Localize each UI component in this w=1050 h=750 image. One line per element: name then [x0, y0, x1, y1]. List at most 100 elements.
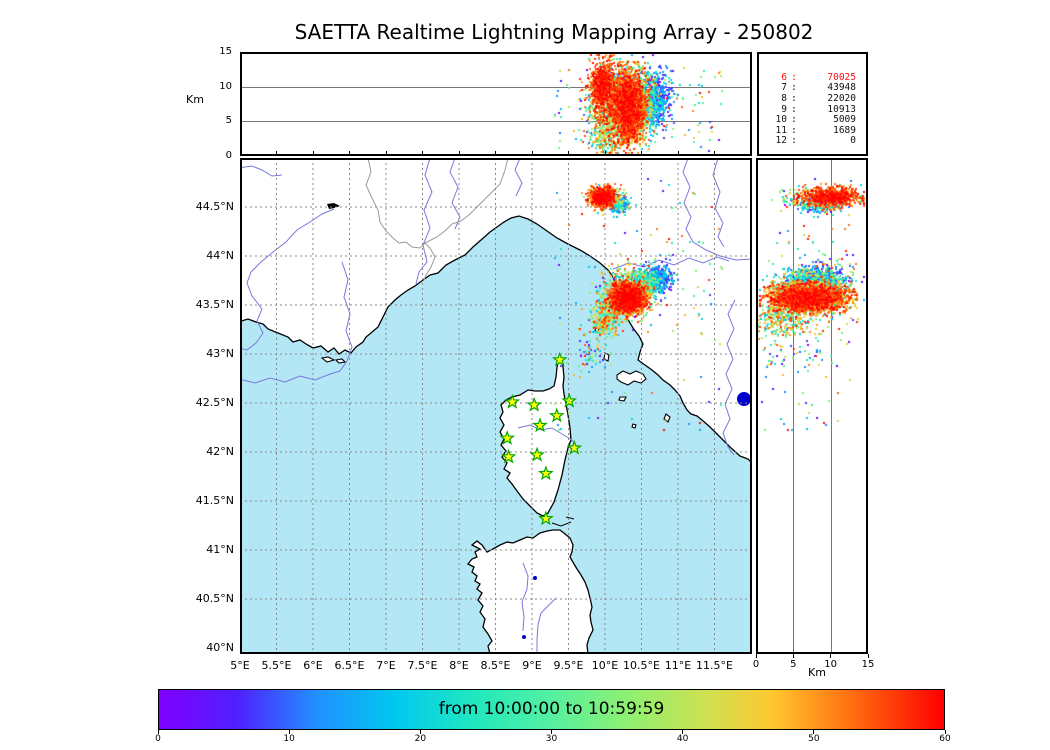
colorbar-tick-label: 20 [414, 734, 427, 744]
top-panel-lon-tickmark [458, 151, 460, 154]
legend-row-min-9-stations: 9: 10913 [759, 104, 866, 115]
colorbar-tick-label: 30 [545, 734, 558, 744]
colorbar-tickmark [288, 730, 290, 734]
station-count-legend: 6: 70025 7: 43948 8: 22020 9: 10913 10: 5009 11: 16… [757, 52, 868, 156]
right-panel-unit-label: Km [808, 666, 826, 679]
map-lon-tick-label: 5°E [230, 659, 250, 672]
colorbar-tickmark [419, 730, 421, 734]
legend-cell: 22020 [827, 92, 856, 104]
colorbar-tickmark [157, 730, 159, 734]
top-panel-lon-tickmark [714, 151, 715, 154]
altitude-longitude-scatter [240, 52, 752, 156]
colorbar-tick-label: 50 [808, 734, 820, 744]
altitude-latitude-scatter [756, 158, 868, 654]
map-lon-tick-label: 11.5°E [696, 659, 733, 672]
top-panel-lon-tickmark [276, 151, 277, 154]
colorbar-tickmark [682, 730, 684, 734]
map-scatter [240, 158, 752, 654]
right-panel-x-tickmark [755, 654, 757, 658]
legend-cell: 1689 [833, 124, 856, 136]
map-lon-tick-label: 7°E [376, 659, 396, 672]
top-panel-lon-tickmark [604, 151, 606, 154]
colorbar-tickmark [551, 730, 552, 734]
map-lat-tick-label: 42.5°N [195, 396, 234, 409]
legend-cell: 6 [781, 71, 787, 83]
right-panel-x-tickmark [792, 654, 794, 658]
map-lat-tick-label: 44°N [206, 249, 234, 262]
top-panel-lon-tickmark [495, 151, 496, 154]
legend-cell: 11 [775, 124, 787, 136]
map-lat-tick-label: 41.5°N [195, 494, 234, 507]
top-panel-y-tick-label: 5 [225, 115, 232, 127]
right-panel-x-tickmark [867, 654, 869, 658]
legend-cell: : [791, 135, 797, 147]
top-panel-y-tick-label: 0 [225, 150, 232, 161]
top-panel-unit-label: Km [186, 93, 204, 106]
legend-row-min-6-stations: 6: 70025 [759, 72, 866, 83]
legend-cell: 10 [775, 114, 787, 126]
top-panel-lon-tickmark [422, 151, 423, 154]
map-lat-tick-label: 42°N [206, 445, 234, 458]
page-title: SAETTA Realtime Lightning Mapping Array … [294, 20, 814, 44]
legend-cell: 8 [781, 92, 787, 104]
legend-cell: 12 [775, 135, 787, 147]
map-lon-tick-label: 10°E [591, 659, 619, 672]
colorbar-tickmark [813, 730, 815, 734]
legend-cell: : [791, 103, 797, 115]
legend-cell: 70025 [827, 71, 856, 83]
map-lon-tick-label: 10.5°E [623, 659, 660, 672]
map-lat-tick-label: 43.5°N [195, 298, 234, 311]
legend-row-min-8-stations: 8: 22020 [759, 93, 866, 104]
top-panel-y-tick-label: 10 [219, 80, 232, 92]
legend-row-min-11-stations: 11: 1689 [759, 125, 866, 136]
legend-cell: 9 [781, 103, 787, 115]
map-lon-tick-label: 11°E [664, 659, 692, 672]
legend-cell: 43948 [827, 82, 856, 94]
top-panel-lon-tickmark [641, 151, 642, 154]
map-lon-tick-label: 8.5°E [480, 659, 511, 672]
map-lat-tick-label: 40°N [206, 641, 234, 654]
legend-cell: 0 [850, 135, 856, 147]
map-lat-tick-label: 40.5°N [195, 592, 234, 605]
colorbar-tick-label: 0 [155, 734, 161, 744]
map-lat-tick-label: 41°N [206, 543, 234, 556]
legend-cell: 7 [781, 82, 787, 94]
map-lon-tick-label: 6.5°E [334, 659, 365, 672]
top-panel-y-tick-label: 15 [219, 46, 232, 57]
legend-cell: 10913 [827, 103, 856, 115]
colorbar [158, 689, 945, 730]
right-panel-x-tickmark [830, 654, 832, 658]
top-panel-lon-tickmark [385, 151, 387, 154]
legend-cell: : [791, 114, 797, 126]
legend-row-min-10-stations: 10: 5009 [759, 114, 866, 125]
colorbar-label: from 10:00:00 to 10:59:59 [438, 699, 665, 719]
right-panel-x-tick-label: 10 [824, 659, 838, 670]
colorbar-tick-label: 60 [939, 734, 951, 744]
right-panel-x-tick-label: 5 [790, 659, 797, 670]
top-panel-lon-tickmark [677, 151, 679, 154]
top-panel-lon-tickmark [568, 151, 569, 154]
top-panel-lon-tickmark [349, 151, 350, 154]
legend-cell: : [791, 92, 797, 104]
map-lon-tick-label: 9°E [522, 659, 542, 672]
map-lon-tick-label: 8°E [449, 659, 469, 672]
map-lon-tick-label: 6°E [303, 659, 323, 672]
map-lat-tick-label: 44.5°N [195, 200, 234, 213]
legend-cell: : [791, 124, 797, 136]
map-lon-tick-label: 5.5°E [261, 659, 292, 672]
legend-row-min-7-stations: 7: 43948 [759, 82, 866, 94]
top-panel-lon-tickmark [312, 151, 314, 154]
map-lon-tick-label: 7.5°E [407, 659, 438, 672]
legend-cell: : [791, 82, 797, 94]
legend-row-min-12-stations: 12: 0 [759, 135, 866, 147]
map-lat-tick-label: 43°N [206, 347, 234, 360]
legend-cell: 5009 [833, 114, 856, 126]
legend-cell: : [791, 71, 797, 83]
colorbar-tick-label: 10 [283, 734, 295, 744]
right-panel-x-tick-label: 15 [861, 659, 875, 670]
colorbar-tick-label: 40 [676, 734, 689, 744]
top-panel-lon-tickmark [531, 151, 533, 154]
colorbar-tickmark [944, 730, 946, 734]
map-lon-tick-label: 9.5°E [553, 659, 584, 672]
